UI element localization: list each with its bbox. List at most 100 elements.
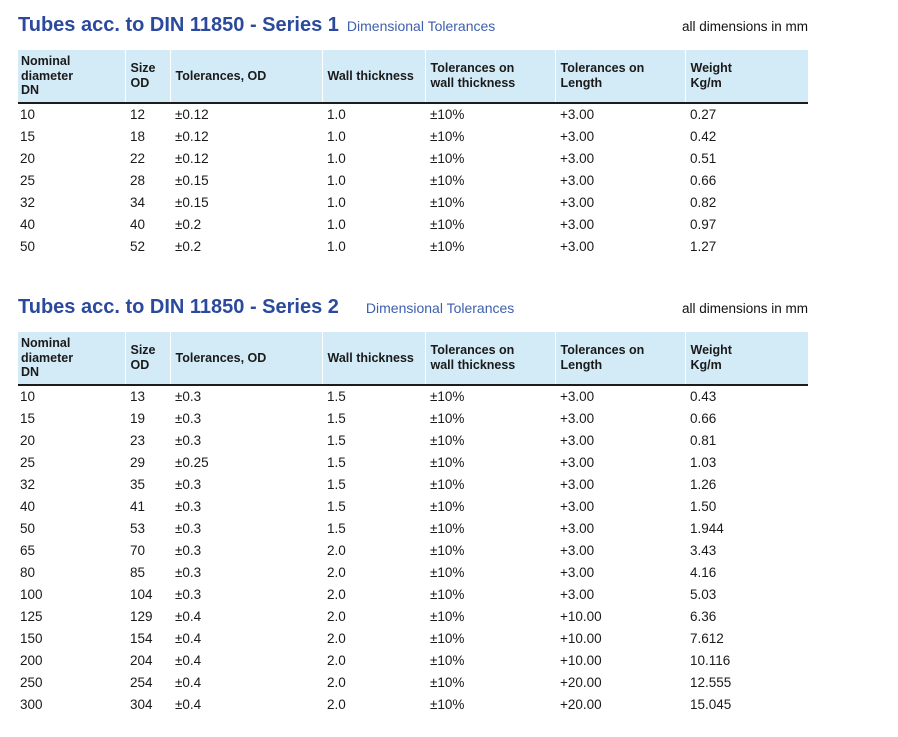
table-cell: ±0.15 <box>175 172 209 188</box>
header-row: Nominal diameter DN Size OD Tolerances, … <box>18 332 808 386</box>
table-cell: 40 <box>130 216 146 232</box>
table-cell: 10 <box>20 389 36 404</box>
table-cell: +10.00 <box>560 652 602 668</box>
table-cell: 28 <box>130 172 146 188</box>
table-cell: ±10% <box>430 172 465 188</box>
table-cell: ±10% <box>430 150 465 166</box>
table-cell: 12.555 <box>690 674 732 690</box>
table-cell: 70 <box>130 542 146 558</box>
table-cell: ±10% <box>430 564 465 580</box>
series-1-title: Tubes acc. to DIN 11850 - Series 1 <box>18 14 339 36</box>
table-row: 40 40 ±0.2 1.0 ±10% +3.00 0.97 <box>18 213 808 235</box>
table-cell: 53 <box>130 520 146 536</box>
table-cell: 2.0 <box>327 608 346 624</box>
table-cell: 200 <box>20 652 43 668</box>
table-row: 100 104 ±0.3 2.0 ±10% +3.00 5.03 <box>18 583 808 605</box>
table-row: 25 29 ±0.25 1.5 ±10% +3.00 1.03 <box>18 451 808 473</box>
table-cell: ±10% <box>430 520 465 536</box>
table-cell: 1.50 <box>690 498 717 514</box>
series-2-table-head: Nominal diameter DN Size OD Tolerances, … <box>18 332 808 386</box>
table-cell: 2.0 <box>327 674 346 690</box>
col-header-tolerances-od: Tolerances, OD <box>169 50 322 104</box>
table-cell: ±0.4 <box>175 652 202 668</box>
table-row: 10 13 ±0.3 1.5 ±10% +3.00 0.43 <box>18 385 808 407</box>
table-cell: +3.00 <box>560 542 595 558</box>
series-2-section: Tubes acc. to DIN 11850 - Series 2 Dimen… <box>18 296 808 715</box>
table-cell: ±0.4 <box>175 608 202 624</box>
col-header-wall-thickness: Wall thickness <box>321 50 425 104</box>
table-cell: 12 <box>130 107 146 122</box>
table-cell: 7.612 <box>690 630 724 646</box>
table-cell: +3.00 <box>560 410 595 426</box>
table-cell: ±0.25 <box>175 454 209 470</box>
table-cell: 0.43 <box>690 389 717 404</box>
table-row: 50 53 ±0.3 1.5 ±10% +3.00 1.944 <box>18 517 808 539</box>
series-2-dimensions-note: all dimensions in mm <box>681 301 808 316</box>
table-cell: 0.51 <box>690 150 717 166</box>
table-cell: 0.27 <box>690 107 717 122</box>
col-header-weight: Weight Kg/m <box>684 332 808 386</box>
table-cell: 80 <box>20 564 36 580</box>
table-cell: +3.00 <box>560 432 595 448</box>
table-cell: ±10% <box>430 586 465 602</box>
table-cell: 20 <box>20 150 36 166</box>
table-cell: 50 <box>20 238 36 254</box>
header-row: Nominal diameter DN Size OD Tolerances, … <box>18 50 808 104</box>
table-cell: 35 <box>130 476 146 492</box>
table-cell: 304 <box>130 696 153 712</box>
table-cell: 18 <box>130 128 146 144</box>
table-row: 40 41 ±0.3 1.5 ±10% +3.00 1.50 <box>18 495 808 517</box>
table-cell: 4.16 <box>690 564 717 580</box>
table-cell: 250 <box>20 674 43 690</box>
table-cell: +3.00 <box>560 107 595 122</box>
table-cell: 0.42 <box>690 128 717 144</box>
table-cell: +3.00 <box>560 216 595 232</box>
table-cell: 104 <box>130 586 153 602</box>
table-cell: +10.00 <box>560 630 602 646</box>
table-cell: 0.81 <box>690 432 717 448</box>
table-cell: 2.0 <box>327 630 346 646</box>
table-cell: ±0.2 <box>175 216 202 232</box>
table-cell: ±0.3 <box>175 564 202 580</box>
table-cell: 125 <box>20 608 43 624</box>
series-1-section: Tubes acc. to DIN 11850 - Series 1 Dimen… <box>18 14 808 257</box>
table-cell: 85 <box>130 564 146 580</box>
table-cell: 154 <box>130 630 153 646</box>
table-cell: 1.5 <box>327 520 346 536</box>
table-cell: ±10% <box>430 389 465 404</box>
table-cell: 3.43 <box>690 542 717 558</box>
table-cell: 13 <box>130 389 146 404</box>
table-cell: 41 <box>130 498 146 514</box>
table-cell: ±0.3 <box>175 389 202 404</box>
col-header-nominal-diameter: Nominal diameter DN <box>18 332 125 386</box>
table-cell: +3.00 <box>560 238 595 254</box>
table-cell: ±0.3 <box>175 432 202 448</box>
table-cell: 65 <box>20 542 36 558</box>
table-cell: 0.66 <box>690 172 717 188</box>
table-cell: ±10% <box>430 630 465 646</box>
table-cell: ±0.12 <box>175 150 209 166</box>
table-cell: +3.00 <box>560 389 595 404</box>
table-cell: ±10% <box>430 194 465 210</box>
table-cell: ±10% <box>430 476 465 492</box>
table-row: 15 19 ±0.3 1.5 ±10% +3.00 0.66 <box>18 407 808 429</box>
table-row: 200 204 ±0.4 2.0 ±10% +10.00 10.116 <box>18 649 808 671</box>
table-cell: 2.0 <box>327 564 346 580</box>
table-cell: 15 <box>20 410 36 426</box>
table-row: 20 23 ±0.3 1.5 ±10% +3.00 0.81 <box>18 429 808 451</box>
table-cell: ±0.3 <box>175 410 202 426</box>
table-cell: +3.00 <box>560 586 595 602</box>
table-cell: ±10% <box>430 216 465 232</box>
table-cell: 2.0 <box>327 652 346 668</box>
table-cell: ±0.4 <box>175 696 202 712</box>
series-2-table-body: 10 13 ±0.3 1.5 ±10% +3.00 0.43 15 19 ±0.3 1.5 ±10% +… <box>18 385 808 715</box>
table-cell: 129 <box>130 608 153 624</box>
table-cell: 10.116 <box>690 652 731 668</box>
table-cell: 15 <box>20 128 36 144</box>
table-cell: 40 <box>20 216 36 232</box>
table-cell: 52 <box>130 238 146 254</box>
table-cell: ±10% <box>430 454 465 470</box>
table-cell: 1.5 <box>327 410 346 426</box>
table-cell: ±10% <box>430 432 465 448</box>
table-cell: ±0.4 <box>175 674 202 690</box>
